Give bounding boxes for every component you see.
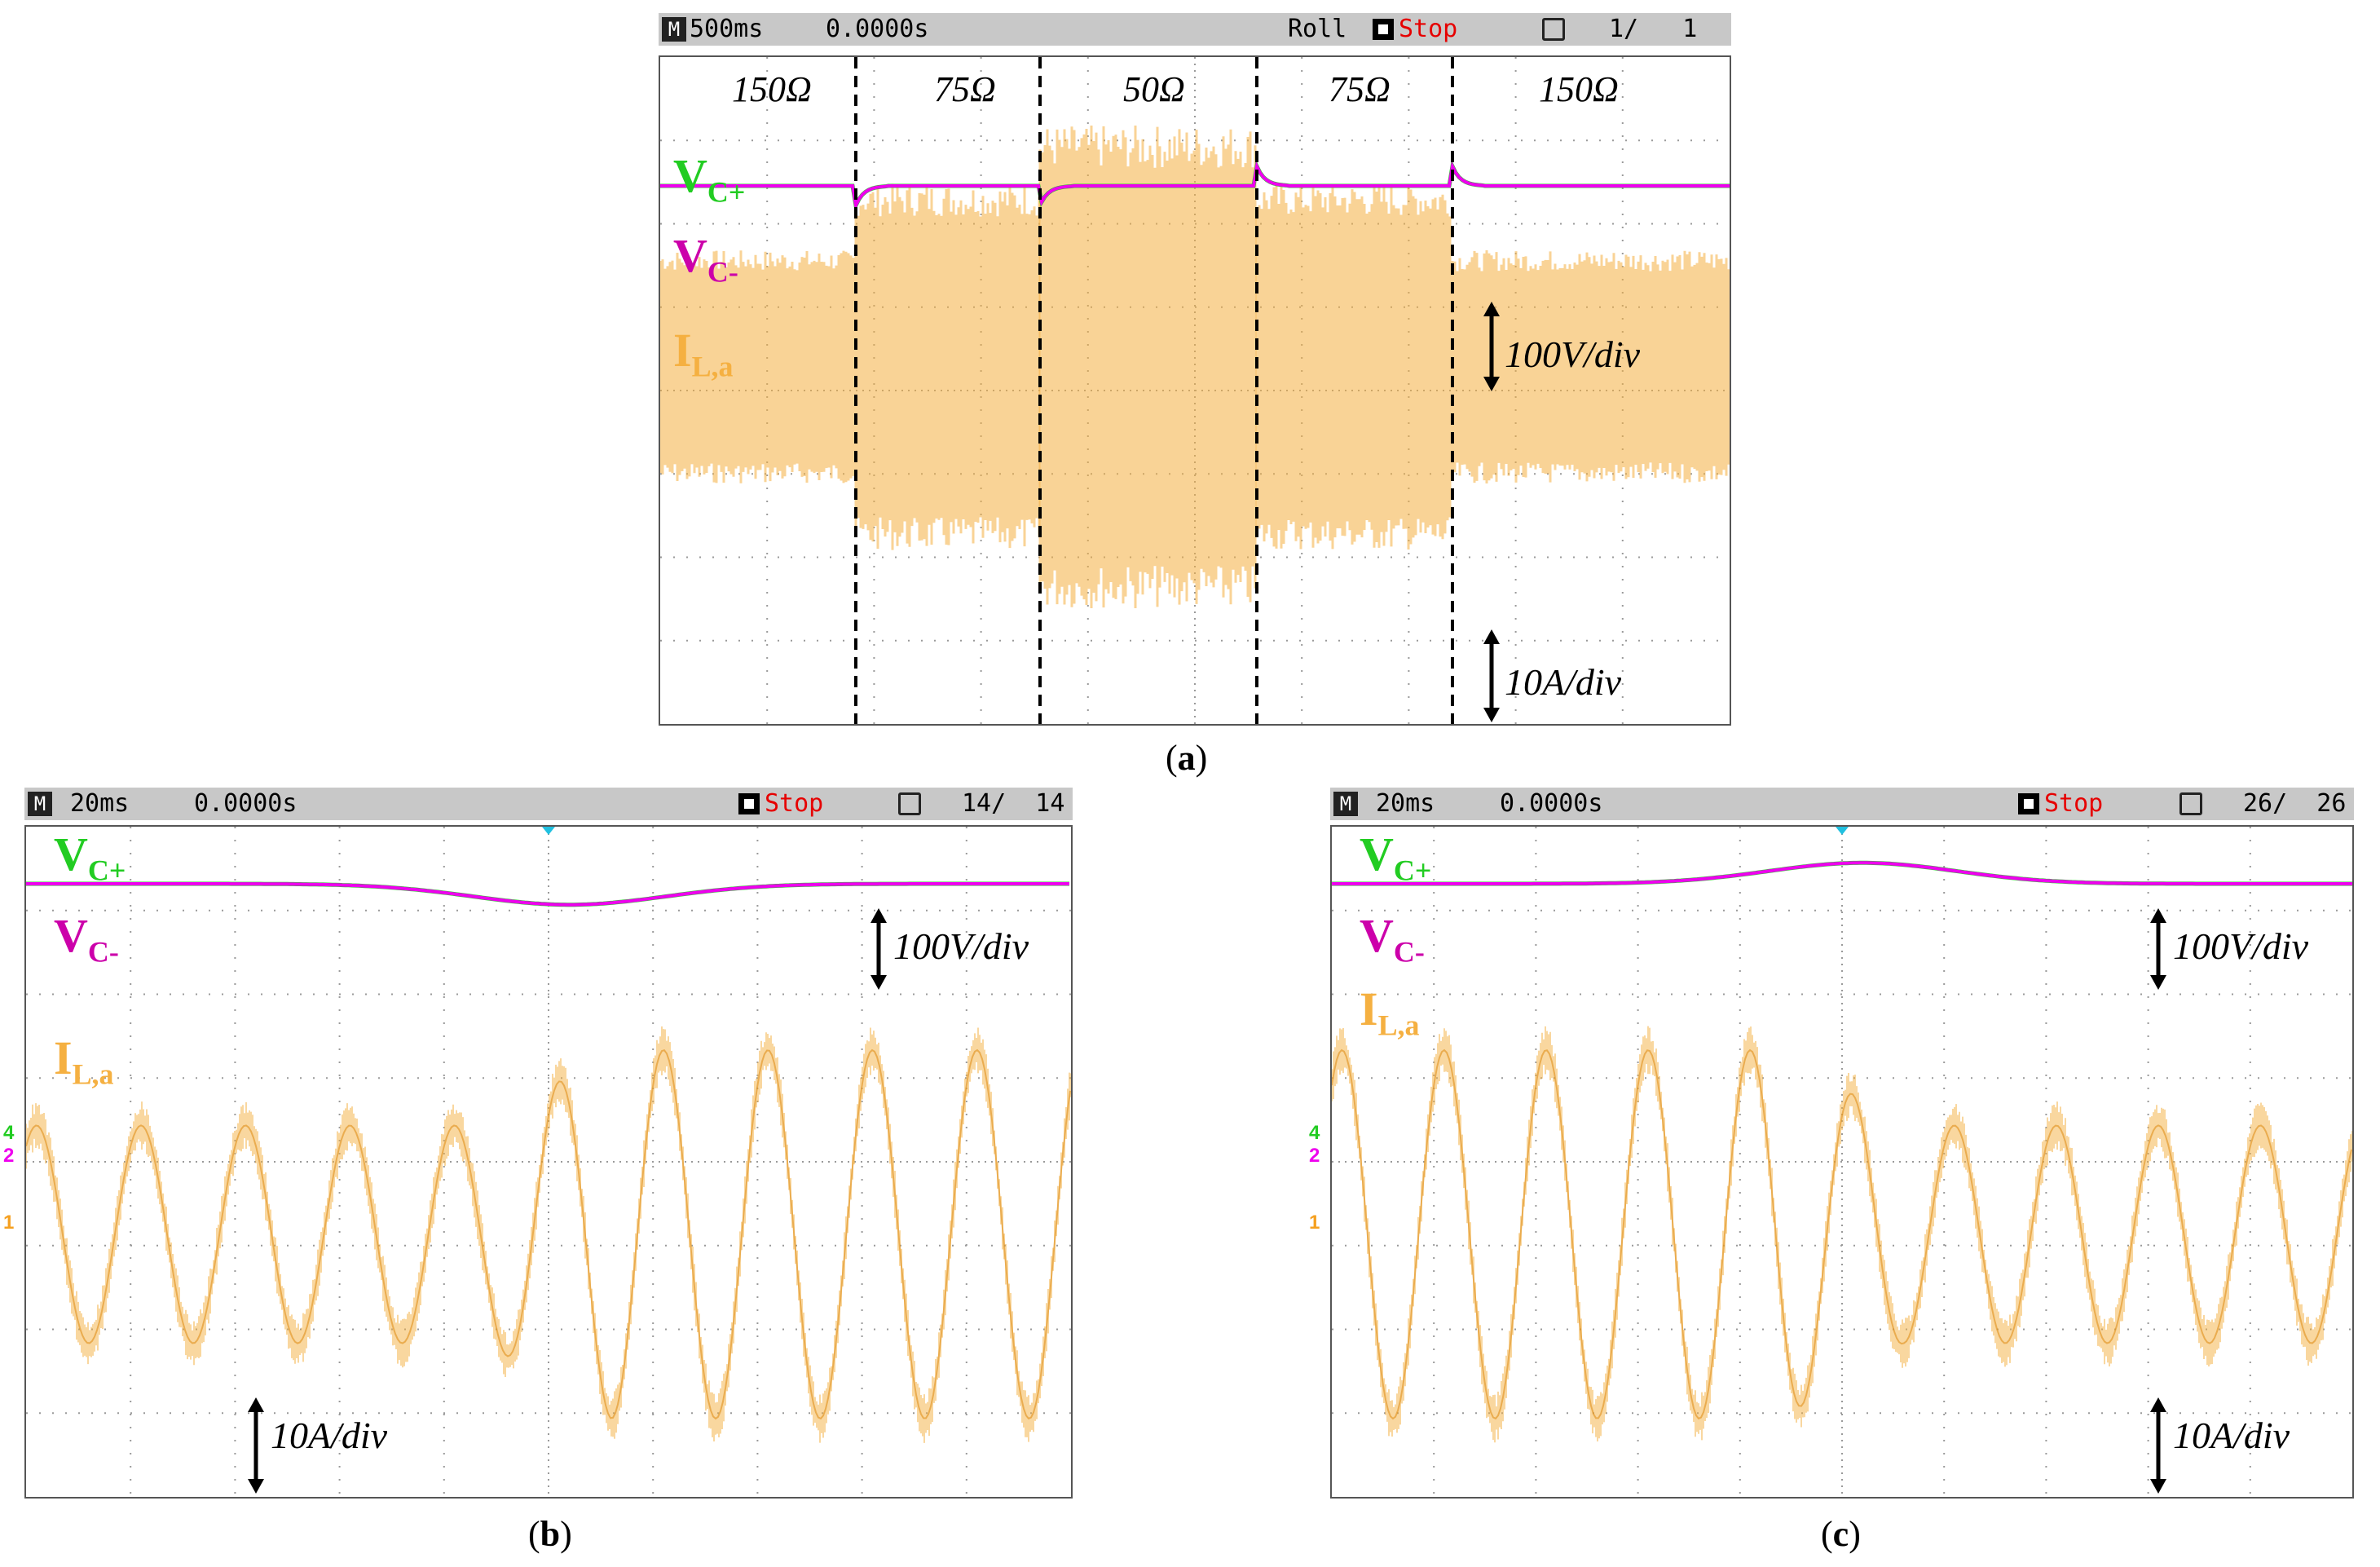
voltage-scale-arrow-head	[1483, 377, 1500, 391]
current-scale: 10A/div	[1505, 661, 1622, 703]
timebase: 20ms	[1376, 789, 1435, 818]
copy-icon	[2179, 792, 2202, 815]
scope-a-plot	[660, 57, 1730, 724]
menu-m-icon: M	[662, 17, 686, 42]
trigger-time: 0.0000s	[826, 15, 929, 43]
current-trace-center	[26, 1048, 1071, 1420]
segment-label: 150Ω	[732, 69, 812, 109]
stop-icon	[738, 793, 760, 814]
segment-label: 50Ω	[1123, 69, 1185, 109]
scope-a-header: M 500ms 0.0000s Roll Stop 1/ 1	[659, 13, 1731, 46]
current-scale: 10A/div	[2173, 1415, 2290, 1456]
mode-label: Roll	[1288, 15, 1347, 43]
acq-count: 1/ 1	[1609, 15, 1698, 43]
current-trace	[1038, 125, 1257, 609]
stop-icon	[1373, 19, 1394, 40]
status-label: Stop	[765, 789, 824, 818]
channel-marker: 4	[1309, 1122, 1320, 1144]
segment-label: 150Ω	[1539, 69, 1619, 109]
trigger-time: 0.0000s	[1500, 789, 1603, 818]
copy-icon	[898, 792, 921, 815]
legend-vc-minus: VC-	[54, 909, 119, 969]
scope-a: M 500ms 0.0000s Roll Stop 1/ 1 150Ω 75Ω …	[659, 13, 1731, 726]
scope-c-screen: VC+ VC- IL,a 100V/div 10A/div	[1330, 825, 2354, 1499]
acq-count: 14/ 14	[962, 789, 1065, 818]
current-trace	[854, 183, 1041, 550]
scope-c-plot	[1332, 827, 2352, 1497]
scope-b: M 20ms 0.0000s Stop 14/ 14 VC+ VC- IL,a …	[3, 788, 1073, 1499]
channel-marker: 1	[1309, 1212, 1320, 1234]
legend-vc-plus: VC+	[673, 149, 746, 209]
voltage-scale-arrow-head	[2150, 908, 2166, 923]
current-trace-center	[1332, 1048, 2352, 1420]
caption-a: (a)	[1166, 738, 1208, 778]
voltage-scale-arrow-head	[870, 908, 887, 923]
trigger-marker	[1836, 827, 1849, 835]
timebase: 500ms	[690, 15, 764, 43]
segment-label: 75Ω	[1329, 69, 1391, 109]
voltage-scale-arrow-head	[2150, 975, 2166, 990]
legend-vc-minus: VC-	[673, 229, 738, 289]
current-trace	[1255, 183, 1452, 550]
status-label: Stop	[2044, 789, 2104, 818]
current-scale-arrow-head	[2150, 1397, 2166, 1412]
voltage-scale: 100V/div	[2173, 925, 2309, 967]
scope-b-screen: VC+ VC- IL,a 100V/div 10A/div	[24, 825, 1073, 1499]
vc-minus-trace	[26, 882, 1069, 907]
voltage-scale: 100V/div	[893, 925, 1029, 967]
copy-icon	[1542, 18, 1565, 41]
current-scale-arrow-head	[2150, 1479, 2166, 1494]
vc-minus-trace	[660, 161, 1730, 211]
trigger-time: 0.0000s	[194, 789, 298, 818]
legend-vc-plus: VC+	[54, 828, 126, 887]
channel-marker: 4	[3, 1122, 15, 1144]
scope-c-header: M 20ms 0.0000s Stop 26/ 26	[1330, 788, 2354, 820]
current-trace	[660, 250, 855, 483]
channel-marker: 2	[3, 1145, 15, 1167]
acq-count: 26/ 26	[2243, 789, 2347, 818]
segment-label: 75Ω	[934, 69, 996, 109]
scope-b-plot	[26, 827, 1071, 1497]
current-scale: 10A/div	[271, 1415, 388, 1456]
current-scale-arrow-head	[1483, 629, 1500, 644]
voltage-scale: 100V/div	[1505, 333, 1641, 375]
legend-il: IL,a	[54, 1031, 114, 1091]
scope-a-screen: 150Ω 75Ω 50Ω 75Ω 150Ω VC+ VC- IL,a 100V/…	[659, 55, 1731, 726]
voltage-scale-arrow-head	[1483, 302, 1500, 316]
stop-icon	[2018, 793, 2039, 814]
voltage-scale-arrow-head	[870, 975, 887, 990]
trigger-marker	[542, 827, 555, 835]
timebase: 20ms	[70, 789, 130, 818]
vc-minus-trace	[1332, 861, 2352, 885]
current-scale-arrow-head	[248, 1479, 264, 1494]
current-scale-arrow-head	[1483, 708, 1500, 722]
channel-marker: 1	[3, 1212, 15, 1234]
scope-b-header: M 20ms 0.0000s Stop 14/ 14	[24, 788, 1073, 820]
legend-vc-plus: VC+	[1360, 828, 1432, 887]
current-scale-arrow-head	[248, 1397, 264, 1412]
caption-c: (c)	[1821, 1514, 1861, 1554]
caption-b: (b)	[528, 1514, 572, 1554]
channel-marker: 2	[1309, 1145, 1320, 1167]
legend-vc-minus: VC-	[1360, 909, 1425, 969]
legend-il: IL,a	[673, 324, 734, 383]
legend-il: IL,a	[1360, 982, 1420, 1042]
status-label: Stop	[1399, 15, 1458, 43]
scope-c: M 20ms 0.0000s Stop 26/ 26 VC+ VC- IL,a …	[1309, 788, 2354, 1499]
menu-m-icon: M	[1333, 792, 1358, 816]
menu-m-icon: M	[28, 792, 52, 816]
